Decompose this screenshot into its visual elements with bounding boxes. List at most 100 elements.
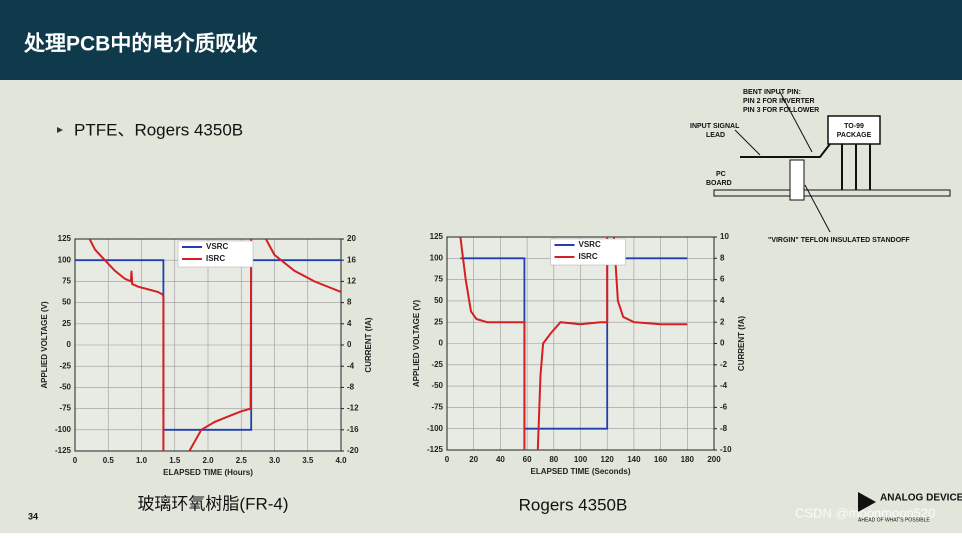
legend-box <box>550 238 626 266</box>
leader <box>779 91 813 153</box>
y2-axis-label: CURRENT (fA) <box>364 317 373 372</box>
caption: Rogers 4350B <box>519 495 628 514</box>
leader <box>734 129 761 156</box>
legend-box <box>177 240 254 268</box>
series-line <box>88 239 341 451</box>
x-tick-label: 40 <box>496 455 505 464</box>
legend-label: ISRC <box>579 252 598 261</box>
x-tick-label: 2.0 <box>202 456 214 465</box>
series-group <box>459 237 688 450</box>
y2-tick-label: 8 <box>347 298 352 307</box>
y-tick-label: 25 <box>62 319 71 328</box>
standoff <box>789 159 805 201</box>
x-axis-label: ELAPSED TIME (Seconds) <box>530 467 630 476</box>
x-tick-label: 1.0 <box>136 456 148 465</box>
legend-label: ISRC <box>206 254 225 263</box>
y-axis-label: APPLIED VOLTAGE (V) <box>40 301 49 389</box>
y-tick-label: -100 <box>427 424 444 433</box>
x-tick-label: 4.0 <box>335 456 347 465</box>
legend-label: VSRC <box>579 240 601 249</box>
bullet-icon <box>57 127 63 133</box>
diagram-label: PC <box>716 171 726 178</box>
diagram-label: PIN 3 FOR FOLLOWER <box>743 107 819 114</box>
bullet-text: PTFE、Rogers 4350B <box>74 120 243 139</box>
slide-title: 处理PCB中的电介质吸收 <box>23 32 257 56</box>
pc-board <box>713 189 951 197</box>
leader <box>804 184 831 233</box>
logo-icon <box>858 492 876 512</box>
y2-tick-label: 4 <box>347 319 352 328</box>
x-tick-label: 100 <box>574 455 588 464</box>
y2-tick-label: -20 <box>347 446 359 455</box>
y2-tick-label: 4 <box>720 296 725 305</box>
y-tick-label: -75 <box>431 403 443 412</box>
y2-tick-label: -8 <box>720 424 728 433</box>
y2-tick-label: -6 <box>720 403 728 412</box>
y-tick-label: -125 <box>427 445 444 454</box>
y2-tick-label: 6 <box>720 275 725 284</box>
plot-frame <box>74 238 342 452</box>
y2-tick-label: 0 <box>720 339 725 348</box>
y2-tick-label: 12 <box>347 277 356 286</box>
x-axis-label: ELAPSED TIME (Hours) <box>163 468 253 477</box>
series-group <box>75 239 341 451</box>
y-tick-label: 0 <box>439 339 444 348</box>
y2-tick-label: 0 <box>347 340 352 349</box>
y2-tick-label: 8 <box>720 253 725 262</box>
x-tick-label: 0.5 <box>103 456 115 465</box>
x-tick-label: 140 <box>627 455 641 464</box>
series-line <box>75 259 341 431</box>
x-tick-label: 80 <box>549 455 558 464</box>
diagram-label: "VIRGIN" TEFLON INSULATED STANDOFF <box>768 237 910 244</box>
x-tick-label: 20 <box>469 455 478 464</box>
y2-axis-label: CURRENT (fA) <box>737 316 746 371</box>
input-lead <box>740 143 831 158</box>
y-axis-label: APPLIED VOLTAGE (V) <box>412 300 421 388</box>
y2-tick-label: 2 <box>720 317 725 326</box>
y-tick-label: 100 <box>430 253 444 262</box>
y-tick-label: 50 <box>434 296 443 305</box>
y-tick-label: -100 <box>55 425 72 434</box>
header-band <box>0 0 962 80</box>
diagram-label: LEAD <box>706 132 725 139</box>
diagram-label: PACKAGE <box>837 132 872 139</box>
x-tick-label: 180 <box>681 455 695 464</box>
x-tick-label: 3.0 <box>269 456 281 465</box>
page-number: 34 <box>28 511 38 521</box>
y-tick-label: 0 <box>67 340 72 349</box>
logo-tagline: AHEAD OF WHAT'S POSSIBLE <box>858 517 930 523</box>
y2-tick-label: -10 <box>720 445 732 454</box>
x-tick-label: 60 <box>523 455 532 464</box>
diagram-label: BENT INPUT PIN: <box>743 89 801 96</box>
y2-tick-label: 16 <box>347 255 356 264</box>
logo-text: ANALOG DEVICES <box>880 493 962 504</box>
x-tick-label: 120 <box>601 455 615 464</box>
y-tick-label: -50 <box>431 381 443 390</box>
y2-tick-label: 20 <box>347 234 356 243</box>
y2-tick-label: 10 <box>720 232 729 241</box>
y-tick-label: -75 <box>59 404 71 413</box>
y2-tick-label: -2 <box>720 360 728 369</box>
watermark: CSDN @moonmoon520 <box>795 505 935 520</box>
y-tick-label: 125 <box>58 234 72 243</box>
y2-tick-label: -8 <box>347 383 355 392</box>
plot-frame <box>446 236 715 451</box>
y2-tick-label: -4 <box>347 361 355 370</box>
y-tick-label: 75 <box>434 275 443 284</box>
x-tick-label: 200 <box>707 455 721 464</box>
y2-tick-label: -16 <box>347 425 359 434</box>
x-tick-label: 2.5 <box>236 456 248 465</box>
y-tick-label: 50 <box>62 298 71 307</box>
caption: 玻璃环氧树脂(FR-4) <box>137 494 288 513</box>
y-tick-label: 100 <box>58 255 72 264</box>
legend-label: VSRC <box>206 242 228 251</box>
y-tick-label: -50 <box>59 383 71 392</box>
x-tick-label: 3.5 <box>302 456 314 465</box>
y-tick-label: 75 <box>62 277 71 286</box>
diagram-label: BOARD <box>706 180 732 187</box>
x-tick-label: 0 <box>445 455 450 464</box>
y-tick-label: -125 <box>55 446 72 455</box>
diagram: BENT INPUT PIN: PIN 2 FOR INVERTER PIN 3… <box>690 89 951 244</box>
x-tick-label: 160 <box>654 455 668 464</box>
